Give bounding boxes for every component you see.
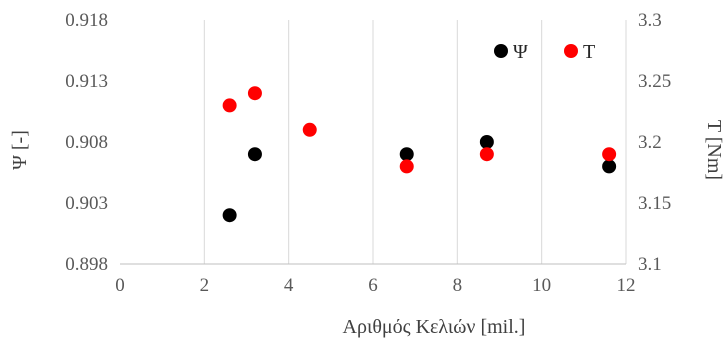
point-psi: [247, 147, 262, 162]
point-psi: [602, 159, 617, 174]
x-tick-label: 4: [284, 275, 294, 296]
point-torque: [479, 147, 494, 162]
grid-lines: [203, 20, 627, 264]
point-torque: [399, 159, 414, 174]
x-tick-label: 2: [200, 275, 210, 296]
legend-label-psi: Ψ: [513, 41, 528, 63]
y-right-tick-label: 3.25: [638, 71, 671, 92]
y-right-tick-label: 3.1: [638, 254, 662, 275]
y-left-tick-label: 0.903: [65, 193, 108, 214]
point-psi: [399, 147, 414, 162]
y-right-tick-label: 3.2: [638, 132, 662, 153]
x-tick-label: 10: [532, 275, 551, 296]
x-tick-labels: 0 2 4 6 8 10 12: [115, 275, 635, 296]
x-tick-label: 6: [368, 275, 378, 296]
y-right-tick-label: 3.3: [638, 10, 662, 31]
y-left-tick-label: 0.918: [65, 10, 108, 31]
y-left-tick-label: 0.908: [65, 132, 108, 153]
legend-marker-psi: [494, 44, 508, 58]
legend-label-torque: T: [583, 41, 595, 63]
point-psi: [222, 208, 237, 223]
point-psi: [479, 135, 494, 149]
y-right-axis-title: T [Nm]: [703, 120, 725, 180]
x-tick-label: 0: [115, 275, 125, 296]
y-left-tick-labels: 0.898 0.903 0.908 0.913 0.918: [65, 10, 108, 275]
x-tick-label: 8: [453, 275, 463, 296]
x-axis-title: Αριθμός Κελιών [mil.]: [343, 316, 526, 338]
x-tick-label: 12: [617, 275, 636, 296]
y-left-tick-label: 0.913: [65, 71, 108, 92]
y-right-tick-labels: 3.1 3.15 3.2 3.25 3.3: [638, 10, 671, 275]
data-points: [222, 86, 617, 223]
legend-marker-torque: [564, 44, 578, 58]
point-torque: [602, 147, 617, 162]
y-right-tick-label: 3.15: [638, 193, 671, 214]
point-torque: [302, 122, 317, 137]
y-left-tick-label: 0.898: [65, 254, 108, 275]
point-torque: [247, 86, 262, 101]
y-left-axis-title: Ψ [-]: [9, 130, 31, 170]
point-torque: [222, 98, 237, 113]
